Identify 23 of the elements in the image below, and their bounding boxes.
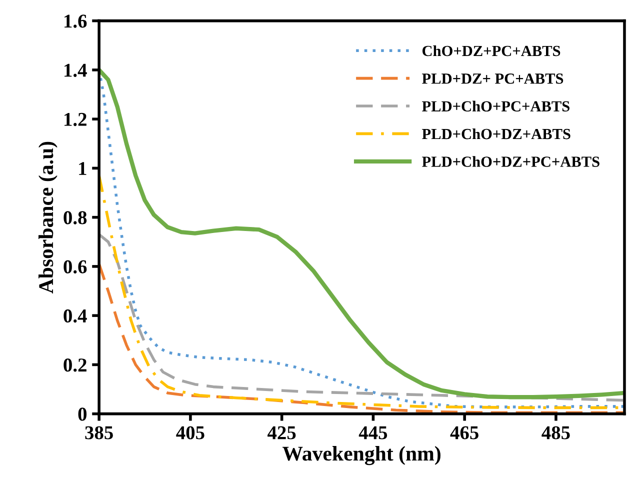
- y-axis-title: Absorbance (a.u): [38, 142, 58, 294]
- legend-label: PLD+ChO+DZ+PC+ABTS: [422, 156, 600, 167]
- legend-label: ChO+DZ+PC+ABTS: [422, 45, 560, 56]
- y-tick-label: 0.2: [64, 358, 86, 372]
- y-tick-label: 0.8: [64, 211, 87, 224]
- y-tick-label: 1.4: [64, 64, 87, 77]
- x-tick-label: 485: [542, 426, 570, 440]
- y-tick-label: 1.2: [64, 112, 86, 126]
- x-tick-label: 405: [176, 426, 204, 440]
- y-tick-label: 0: [78, 408, 87, 421]
- y-tick-label: 1.6: [64, 14, 87, 28]
- y-tick-label: 0.4: [64, 309, 87, 323]
- line-series: [99, 233, 624, 402]
- x-axis-title: Wavekenght (nm): [282, 446, 440, 466]
- legend-label: PLD+DZ+ PC+ABTS: [422, 74, 564, 84]
- y-tick-label: 0.6: [64, 260, 87, 274]
- y-tick-label: 1: [79, 162, 86, 175]
- x-tick-label: 465: [450, 426, 478, 440]
- legend-label: PLD+ChO+DZ+ABTS: [422, 128, 570, 140]
- legend-label: PLD+ChO+PC+ABTS: [422, 100, 570, 112]
- x-tick-label: 445: [358, 426, 388, 440]
- x-tick-label: 425: [268, 426, 296, 440]
- x-tick-label: 385: [85, 426, 113, 440]
